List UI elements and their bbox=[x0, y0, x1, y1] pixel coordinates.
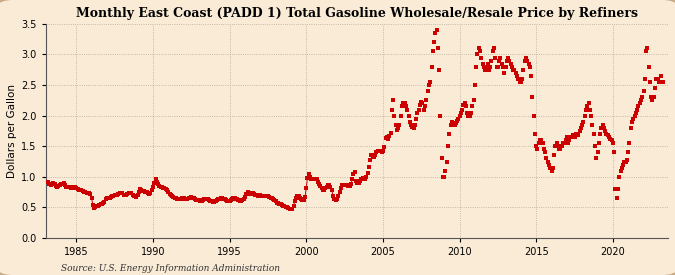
Y-axis label: Dollars per Gallon: Dollars per Gallon bbox=[7, 84, 17, 178]
Title: Monthly East Coast (PADD 1) Total Gasoline Wholesale/Resale Price by Refiners: Monthly East Coast (PADD 1) Total Gasoli… bbox=[76, 7, 638, 20]
Text: Source: U.S. Energy Information Administration: Source: U.S. Energy Information Administ… bbox=[61, 264, 279, 273]
